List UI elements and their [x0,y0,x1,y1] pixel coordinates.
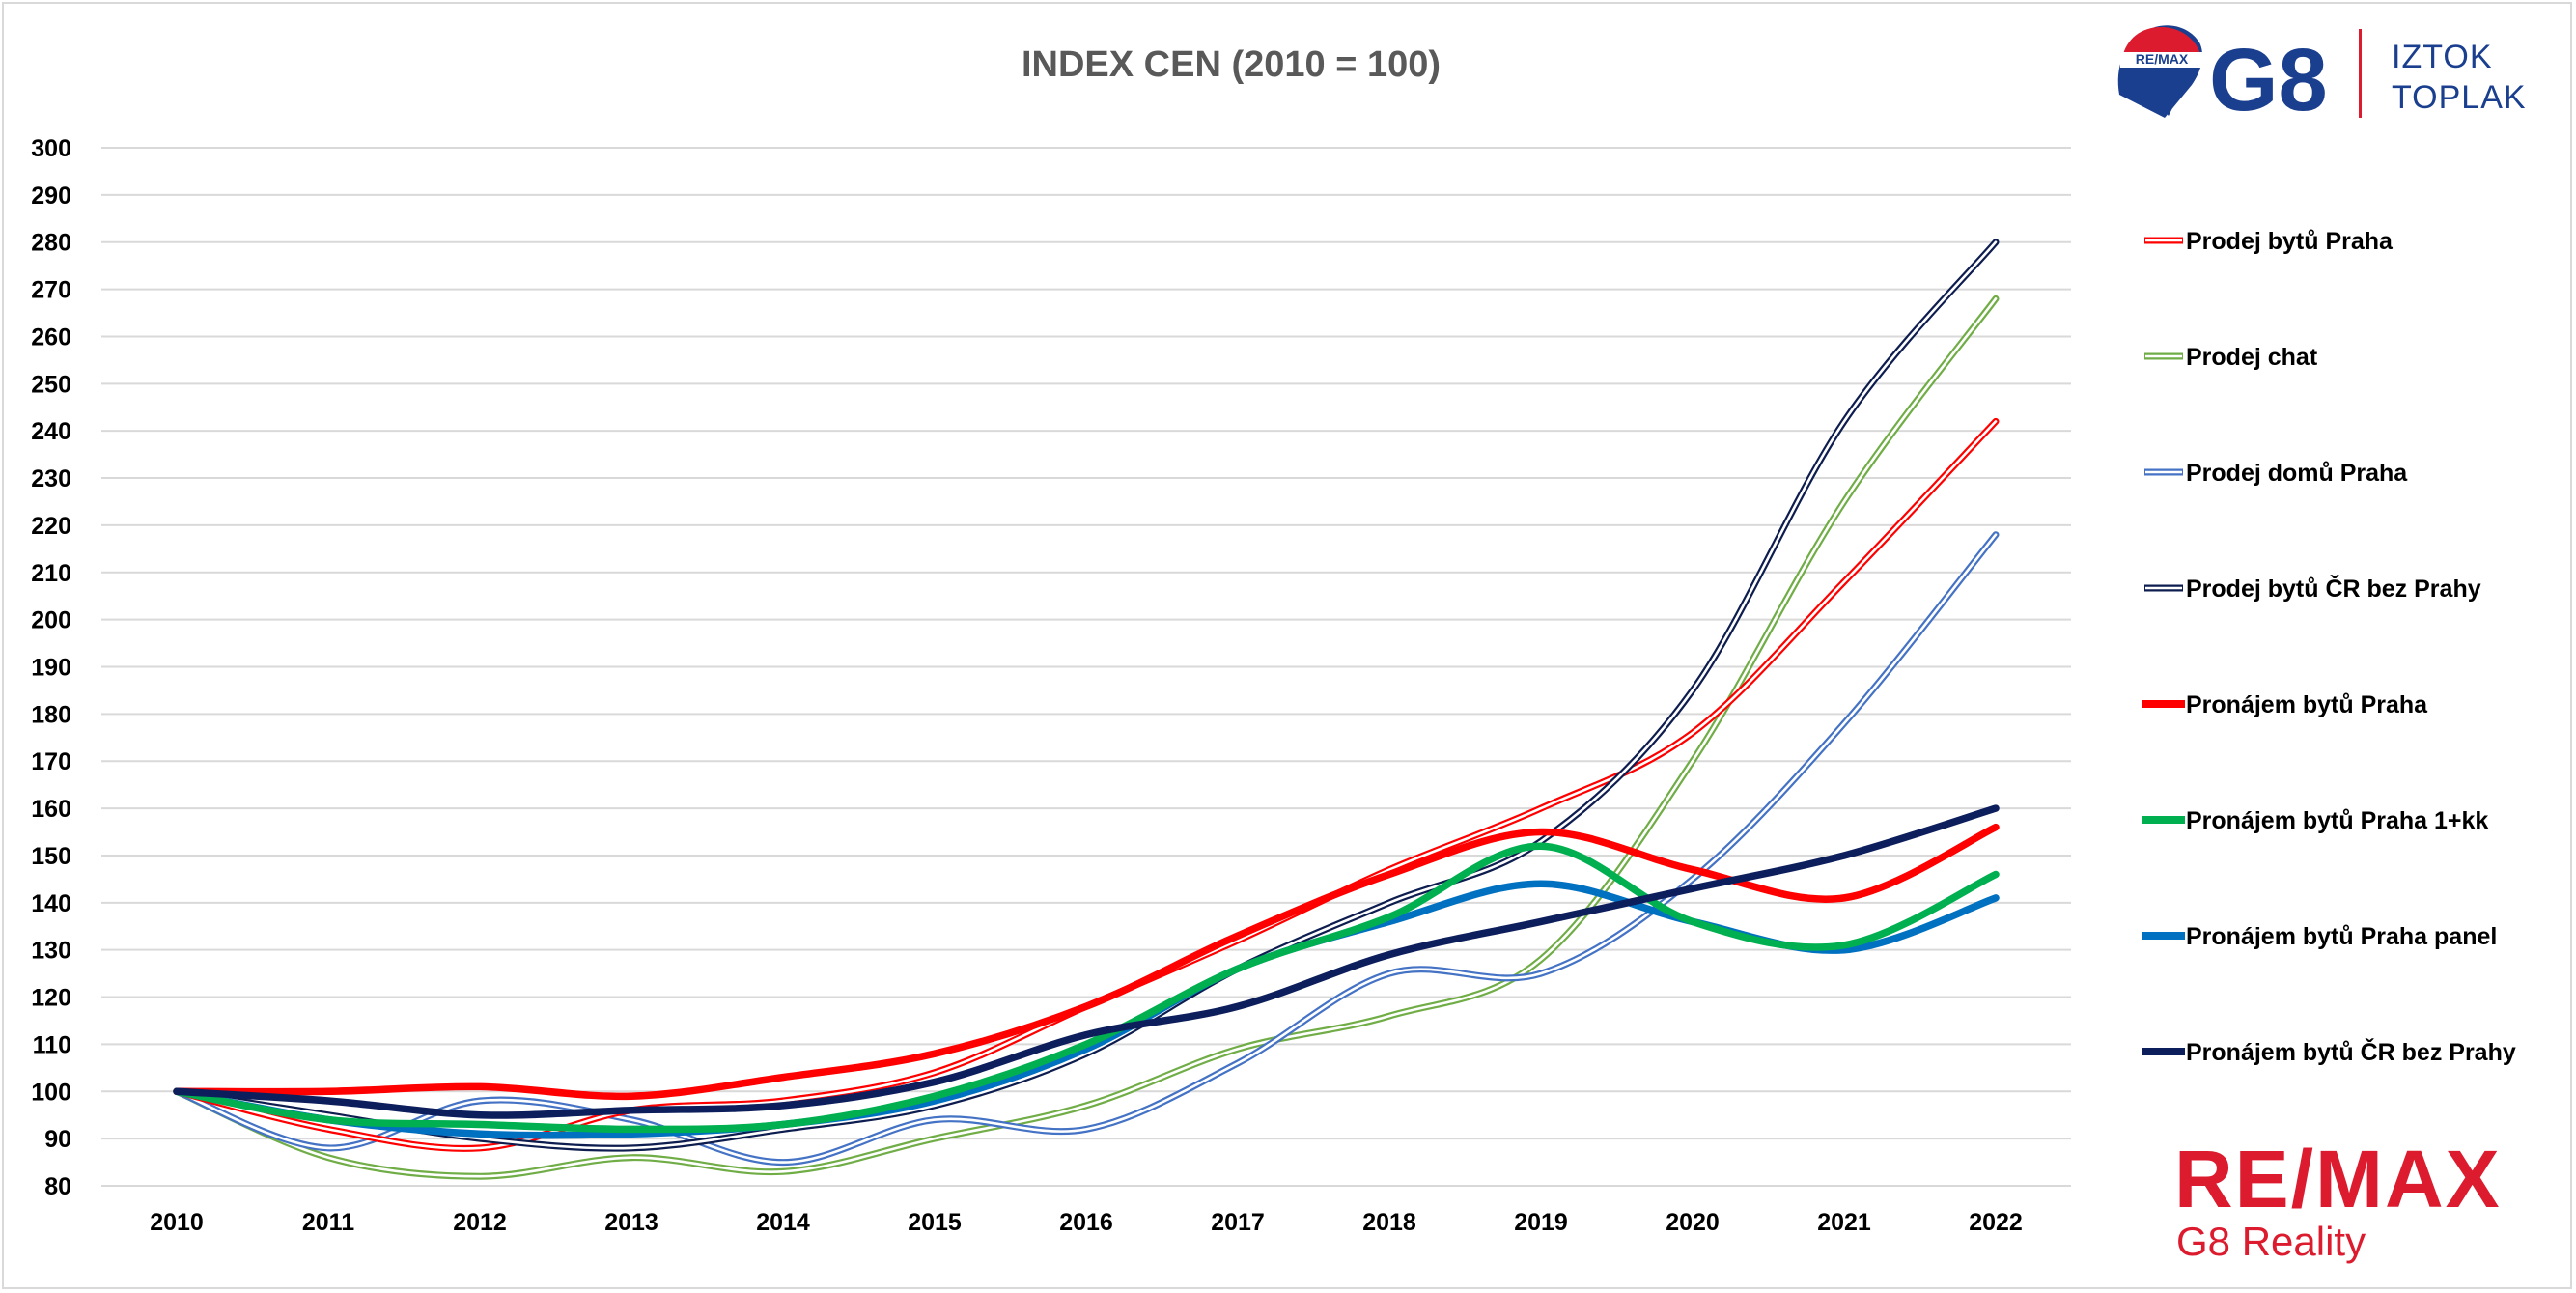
legend-item: Pronájem bytů Praha [2142,691,2428,718]
y-tick-label: 90 [44,1126,71,1153]
x-tick-label: 2018 [1362,1209,1416,1236]
y-tick-label: 260 [31,323,71,351]
y-tick-label: 170 [31,748,71,775]
legend-item: Pronájem bytů Praha panel [2142,923,2497,950]
x-tick-label: 2020 [1666,1209,1720,1236]
y-tick-label: 140 [31,890,71,917]
x-tick-label: 2022 [1969,1209,2023,1236]
legend-item: Pronájem bytů Praha 1+kk [2142,807,2488,834]
y-axis: 80 90 100 110 120 130 140 150 160 170 180 190 200 210… [31,135,71,1200]
y-tick-label: 220 [31,513,71,540]
legend-item: Prodej domů Praha [2144,460,2408,487]
g8-logo: G8 [2209,31,2328,129]
x-tick-label: 2011 [302,1209,354,1236]
legend-label: Pronájem bytů Praha [2186,691,2428,718]
series-1-line-inner [175,297,1998,1178]
series-2-line-inner [175,533,1998,1164]
y-tick-label: 290 [31,183,71,210]
y-tick-label: 250 [31,371,71,398]
series-5-line [173,842,2000,1134]
series-3-line-inner [175,240,1998,1150]
y-tick-label: 100 [31,1079,71,1106]
legend-label: Pronájem bytů Praha panel [2186,923,2497,950]
remax-subtitle: G8 Reality [2176,1219,2366,1264]
grid-lines [101,147,2071,1187]
y-tick-label: 160 [31,796,71,823]
balloon-logo: RE/MAX [2117,25,2203,118]
legend-label: Prodej bytů ČR bez Prahy [2186,574,2481,603]
x-axis: 2010 2011 2012 2013 2014 2015 2016 2017 2018 2019… [150,1209,2023,1236]
y-tick-label: 240 [31,418,71,445]
legend-item: Pronájem bytů ČR bez Prahy [2142,1037,2516,1066]
remax-logo: RE/MAX [2174,1134,2502,1224]
series-7-line [173,804,2000,1119]
series-2-line [173,531,2000,1167]
legend-label: Pronájem bytů Praha 1+kk [2186,807,2488,834]
legend-label: Prodej chat [2186,344,2318,371]
y-tick-label: 280 [31,230,71,257]
y-tick-label: 150 [31,843,71,870]
x-tick-label: 2017 [1211,1209,1265,1236]
legend-label: Prodej bytů Praha [2186,228,2394,255]
legend-item: Prodej chat [2144,344,2318,371]
x-tick-label: 2019 [1514,1209,1568,1236]
brand-divider [2359,29,2362,118]
legend-item: Prodej bytů Praha [2144,228,2394,255]
x-tick-label: 2016 [1059,1209,1113,1236]
series-lines [173,239,2000,1180]
x-tick-label: 2012 [453,1209,507,1236]
balloon-text: RE/MAX [2136,51,2189,67]
y-tick-label: 180 [31,701,71,728]
x-tick-label: 2021 [1817,1209,1871,1236]
legend-label: Pronájem bytů ČR bez Prahy [2186,1037,2516,1066]
legend: Prodej bytů Praha Prodej chat Prodej domů … [2142,228,2516,1066]
y-tick-label: 130 [31,938,71,965]
brand-name-line1: IZTOK [2392,39,2493,75]
y-tick-label: 120 [31,985,71,1012]
brand-name-line2: TOPLAK [2392,79,2527,116]
chart-title: INDEX CEN (2010 = 100) [1022,44,1441,85]
y-tick-label: 230 [31,465,71,492]
y-tick-label: 190 [31,655,71,682]
legend-label: Prodej domů Praha [2186,460,2408,487]
series-4-line [173,823,2000,1101]
series-0-line-inner [175,420,1998,1150]
y-tick-label: 210 [31,560,71,587]
x-tick-label: 2010 [150,1209,204,1236]
series-3-line [173,239,2000,1152]
y-tick-label: 200 [31,607,71,634]
legend-item: Prodej bytů ČR bez Prahy [2144,574,2481,603]
x-tick-label: 2014 [756,1209,810,1236]
series-0-line [173,417,2000,1152]
y-tick-label: 270 [31,277,71,304]
y-tick-label: 110 [33,1031,71,1058]
x-tick-label: 2013 [604,1209,658,1236]
x-tick-label: 2015 [908,1209,962,1236]
y-tick-label: 300 [31,135,71,162]
y-tick-label: 80 [44,1173,71,1200]
